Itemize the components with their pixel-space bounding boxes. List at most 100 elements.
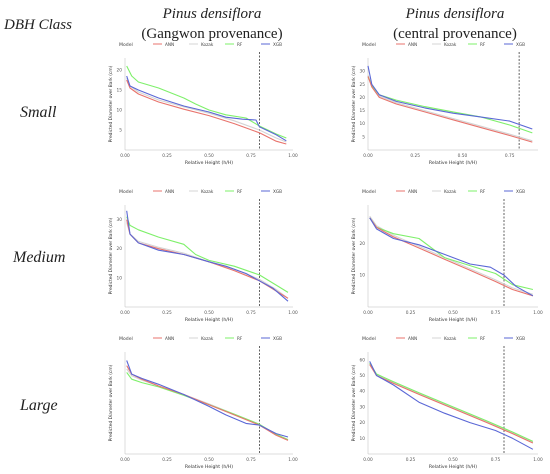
row-label-large: Large: [19, 397, 58, 414]
series-line-ann: [126, 79, 287, 145]
x-axis-title: Relative Height (h/H): [429, 160, 477, 166]
y-tick-label: 15: [117, 88, 123, 94]
x-tick-label: 1.00: [288, 310, 298, 316]
legend-label-xgb: XGB: [516, 189, 525, 194]
col1-provenance: (Gangwon provenance): [141, 26, 282, 42]
x-tick-label: 0.25: [406, 310, 416, 316]
x-tick-label: 0.50: [448, 457, 458, 463]
x-tick-label: 0.75: [246, 310, 256, 316]
x-axis-title: Relative Height (h/H): [185, 160, 233, 166]
x-tick-label: 0.00: [363, 153, 373, 159]
series-line-ann: [367, 76, 533, 143]
x-tick-label: 1.00: [288, 457, 298, 463]
legend-title: Model: [119, 336, 133, 342]
y-tick-label: 20: [117, 68, 123, 74]
legend-label-xgb: XGB: [273, 189, 282, 194]
x-tick-label: 0.50: [204, 457, 214, 463]
y-tick-label: 20: [117, 246, 123, 252]
y-tick-label: 5: [119, 128, 122, 134]
panel-small-gangwon: Model ANN Kozak RF XGB 0.00 0.25 0.50 0.75 1.00 5 1…: [108, 42, 298, 166]
panel-large-central: Model ANN Kozak RF XGB 0.00 0.25 0.50 0.75 1.00 10…: [351, 336, 543, 470]
series-line-xgb: [126, 360, 289, 438]
x-tick-label: 0.25: [162, 153, 172, 159]
y-tick-label: 10: [360, 121, 366, 127]
legend-label-kozak: Kozak: [201, 336, 214, 341]
y-axis-title: Predicted Diameter over Bark (cm): [108, 364, 114, 441]
legend-label-ann: ANN: [165, 336, 174, 341]
x-tick-label: 0.75: [246, 153, 256, 159]
legend-label-ann: ANN: [165, 42, 174, 47]
x-tick-label: 0.75: [491, 457, 501, 463]
legend-label-ann: ANN: [165, 189, 174, 194]
x-tick-label: 1.00: [288, 153, 298, 159]
legend-label-ann: ANN: [408, 42, 417, 47]
x-tick-label: 1.00: [533, 457, 543, 463]
y-tick-label: 10: [360, 273, 366, 279]
x-tick-label: 0.75: [505, 153, 515, 159]
chart-panels: Model ANN Kozak RF XGB 0.00 0.25 0.50 0.75 1.00 5 1…: [108, 42, 543, 470]
x-tick-label: 0.00: [363, 310, 373, 316]
legend-label-kozak: Kozak: [444, 189, 457, 194]
row-label-small: Small: [20, 104, 57, 121]
legend-label-rf: RF: [480, 189, 486, 194]
y-axis-title: Predicted Diameter over Bark (cm): [351, 217, 357, 294]
y-tick-label: 20: [360, 241, 366, 247]
legend-label-xgb: XGB: [516, 336, 525, 341]
y-tick-label: 5: [362, 134, 365, 140]
col1-species: Pinus densiflora: [162, 6, 262, 22]
series-line-ann: [369, 217, 534, 297]
y-axis-title: Predicted Diameter over Bark (cm): [351, 65, 357, 142]
series-line-rf: [369, 217, 534, 291]
panel-large-gangwon: Model ANN Kozak RF XGB 0.00 0.25 0.50 0.75 1.00 Re…: [108, 336, 298, 470]
legend-title: Model: [362, 42, 376, 48]
col2-provenance: (central provenance): [393, 26, 517, 42]
y-axis-title: Predicted Diameter over Bark (cm): [108, 65, 114, 142]
series-line-rf: [126, 65, 287, 139]
y-tick-label: 10: [117, 108, 123, 114]
y-tick-label: 20: [360, 95, 366, 101]
x-axis-title: Relative Height (h/H): [185, 317, 233, 323]
y-tick-label: 50: [360, 373, 366, 379]
legend-label-rf: RF: [237, 336, 243, 341]
x-tick-label: 0.25: [162, 310, 172, 316]
x-tick-label: 0.25: [406, 457, 416, 463]
x-tick-label: 0.75: [246, 457, 256, 463]
y-tick-label: 15: [360, 108, 366, 114]
x-tick-label: 0.25: [410, 153, 420, 159]
series-line-xgb: [126, 75, 287, 142]
x-tick-label: 0.00: [363, 457, 373, 463]
legend-label-ann: ANN: [408, 336, 417, 341]
legend-label-kozak: Kozak: [201, 42, 214, 47]
row-label-medium: Medium: [12, 249, 65, 266]
dbh-class-label: DBH Class: [3, 17, 72, 33]
y-axis-title: Predicted Diameter over Bark (cm): [108, 217, 114, 294]
series-line-kozak: [367, 74, 533, 142]
y-tick-label: 30: [117, 217, 123, 223]
panel-medium-gangwon: Model ANN Kozak RF XGB 0.00 0.25 0.50 0.75 1.00 10…: [108, 189, 298, 323]
x-tick-label: 0.75: [491, 310, 501, 316]
x-tick-label: 0.50: [204, 153, 214, 159]
x-tick-label: 0.00: [120, 310, 130, 316]
legend-label-rf: RF: [480, 42, 486, 47]
x-tick-label: 0.25: [162, 457, 172, 463]
series-line-ann: [126, 219, 289, 299]
y-tick-label: 20: [360, 420, 366, 426]
series-line-xgb: [369, 217, 534, 297]
series-line-kozak: [369, 363, 534, 443]
x-tick-label: 0.50: [204, 310, 214, 316]
x-axis-title: Relative Height (h/H): [185, 464, 233, 470]
y-tick-label: 10: [117, 275, 123, 281]
y-tick-label: 25: [360, 82, 366, 88]
y-tick-label: 10: [360, 436, 366, 442]
y-axis-title: Predicted Diameter over Bark (cm): [351, 364, 357, 441]
y-tick-label: 30: [360, 69, 366, 75]
y-tick-label: 40: [360, 389, 366, 395]
x-axis-title: Relative Height (h/H): [429, 317, 477, 323]
legend-label-ann: ANN: [408, 189, 417, 194]
x-tick-label: 0.50: [458, 153, 468, 159]
legend-title: Model: [119, 189, 133, 195]
legend-title: Model: [119, 42, 133, 48]
x-tick-label: 0.50: [448, 310, 458, 316]
panel-small-central: Model ANN Kozak RF XGB 0.00 0.25 0.50 0.75 5 10 15 2…: [351, 42, 538, 166]
